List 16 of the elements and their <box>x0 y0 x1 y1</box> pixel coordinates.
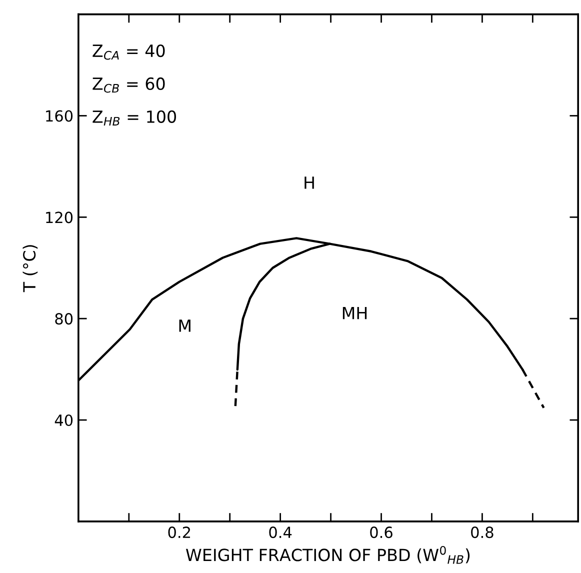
annotation: Z$_{HB}$ = 100 <box>92 110 176 126</box>
x-axis-title: WEIGHT FRACTION OF PBD (W$^{0}$$_{HB}$) <box>186 546 470 564</box>
annotation: Z$_{CA}$ = 40 <box>92 44 165 60</box>
x-tick-label: 0.8 <box>471 526 494 538</box>
y-tick-label: 120 <box>46 212 73 224</box>
y-tick-label: 40 <box>54 414 73 426</box>
annotation: H <box>304 176 314 189</box>
y-tick-label: 160 <box>46 110 73 122</box>
annotation: MH <box>342 306 367 320</box>
x-tick-label: 0.4 <box>269 526 292 538</box>
annotation: Z$_{CB}$ = 60 <box>92 77 165 93</box>
x-tick-label: 0.2 <box>168 526 190 538</box>
y-axis-title: T (°C) <box>22 245 38 292</box>
annotation: M <box>179 320 190 332</box>
x-tick-label: 0.6 <box>370 526 392 538</box>
y-tick-label: 80 <box>55 313 73 325</box>
